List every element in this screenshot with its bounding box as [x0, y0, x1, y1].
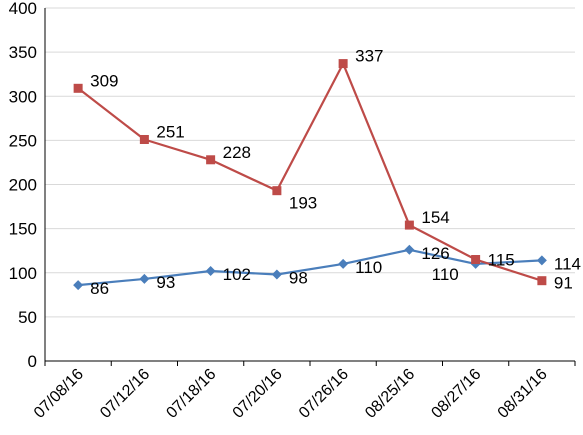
y-tick-label: 200 [9, 176, 37, 195]
y-tick-label: 100 [9, 264, 37, 283]
series-red-point [537, 276, 547, 286]
series-red-data-label: 193 [289, 194, 317, 213]
series-blue-line [78, 248, 542, 287]
series-red-point [139, 134, 149, 144]
x-tick-label: 07/08/16 [31, 366, 87, 422]
y-tick-label: 150 [9, 220, 37, 239]
x-tick-label: 07/26/16 [296, 366, 352, 422]
x-tick-label: 07/20/16 [230, 366, 286, 422]
y-tick-label: 250 [9, 131, 37, 150]
series-blue-point [536, 255, 547, 266]
x-tick-label: 08/31/16 [495, 366, 551, 422]
series-blue-point [338, 258, 349, 269]
series-red-line [77, 62, 543, 282]
series-red-data-label: 115 [488, 251, 515, 270]
series-red-data-label: 309 [90, 71, 118, 90]
grid-layer [45, 7, 575, 318]
series-red-data-label: 251 [156, 122, 184, 141]
series-layer [73, 59, 547, 291]
series-blue-data-label: 126 [421, 244, 449, 263]
series-red-data-label: 91 [554, 274, 573, 293]
series-blue-data-label: 110 [432, 265, 459, 284]
series-blue-point [73, 280, 84, 291]
series-red-point [338, 59, 348, 69]
series-red-point [206, 155, 216, 165]
series-blue-data-label: 98 [289, 269, 308, 288]
y-tick-label: 0 [28, 352, 37, 371]
x-tick-label: 08/27/16 [428, 366, 484, 422]
series-red-point [272, 186, 282, 196]
series-blue-point [404, 244, 415, 255]
series-red-point [404, 220, 414, 230]
y-tick-label: 350 [9, 43, 37, 62]
label-layer: 86 93 102 98 110 126 110 114 309 251 228 193 337 154 1… [90, 47, 581, 299]
series-red-data-label: 228 [223, 143, 251, 162]
x-tick-label: 07/12/16 [97, 366, 153, 422]
series-red-point [73, 83, 83, 93]
series-blue-point [139, 273, 150, 284]
series-blue-data-label: 110 [355, 258, 382, 277]
x-tick-label: 08/25/16 [362, 366, 418, 422]
series-red-point [471, 255, 481, 265]
x-tick-label: 07/18/16 [163, 366, 219, 422]
series-blue-data-label: 102 [223, 265, 251, 284]
series-blue-point [271, 269, 282, 280]
y-tick-label: 50 [18, 308, 37, 327]
series-blue-data-label: 114 [554, 254, 581, 273]
y-tick-label: 400 [9, 0, 37, 18]
series-blue-data-label: 93 [156, 273, 175, 292]
series-red-data-label: 154 [421, 208, 449, 227]
y-tick-label: 300 [9, 87, 37, 106]
series-blue-data-label: 86 [90, 279, 109, 298]
series-blue-point [205, 265, 216, 276]
series-red-data-label: 337 [355, 47, 383, 66]
